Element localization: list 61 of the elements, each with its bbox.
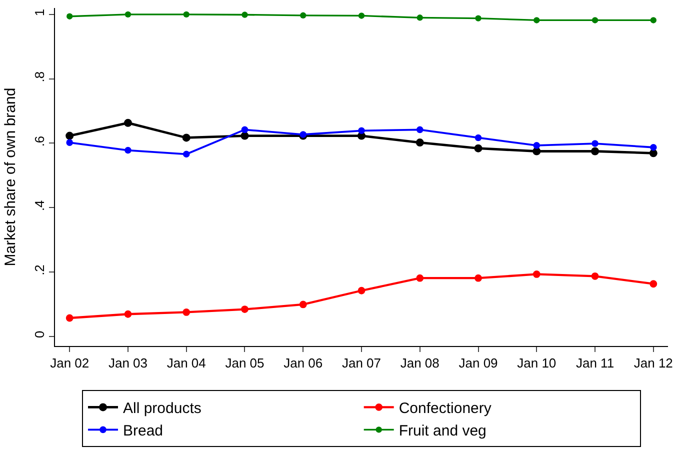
point bbox=[182, 308, 190, 316]
y-tick-label: 1 bbox=[32, 8, 47, 16]
point bbox=[534, 17, 540, 24]
point bbox=[183, 11, 190, 18]
point bbox=[66, 132, 74, 140]
point bbox=[182, 134, 190, 142]
point bbox=[66, 13, 73, 20]
point bbox=[358, 286, 366, 294]
point bbox=[650, 280, 658, 288]
x-tick-label: Jan 10 bbox=[517, 356, 556, 371]
point bbox=[416, 274, 424, 282]
x-tick-label: Jan 08 bbox=[400, 356, 440, 371]
point bbox=[591, 272, 599, 280]
point bbox=[124, 310, 132, 318]
legend-label: Bread bbox=[123, 422, 164, 440]
x-tick-label: Jan 11 bbox=[576, 356, 614, 371]
point bbox=[241, 306, 248, 313]
legend-label: All products bbox=[123, 400, 202, 418]
y-tick-label: .4 bbox=[32, 200, 47, 212]
point bbox=[475, 15, 482, 22]
x-tick-label: Jan 12 bbox=[634, 356, 673, 371]
point bbox=[592, 17, 598, 24]
point bbox=[474, 134, 482, 142]
point bbox=[416, 14, 423, 21]
x-tick-label: Jan 07 bbox=[342, 356, 382, 371]
point bbox=[532, 270, 540, 278]
point bbox=[66, 139, 73, 146]
y-tick-label: 0 bbox=[32, 330, 47, 338]
point bbox=[650, 17, 656, 24]
point bbox=[592, 140, 598, 147]
y-axis-title: Market share of own brand bbox=[2, 88, 19, 266]
y-tick-label: .8 bbox=[32, 71, 47, 82]
point bbox=[299, 300, 307, 308]
point bbox=[124, 146, 132, 154]
point bbox=[66, 314, 74, 322]
x-tick-label: Jan 04 bbox=[166, 356, 206, 371]
point bbox=[358, 12, 365, 19]
point bbox=[240, 132, 249, 140]
point bbox=[474, 144, 482, 152]
point bbox=[182, 150, 190, 158]
point bbox=[300, 12, 306, 18]
point bbox=[416, 138, 424, 147]
y-tick-label: .6 bbox=[32, 136, 47, 147]
x-tick-label: Jan 05 bbox=[225, 356, 264, 371]
x-tick-label: Jan 06 bbox=[284, 356, 323, 371]
legend-label: Confectionery bbox=[398, 400, 492, 418]
x-tick-label: Jan 03 bbox=[108, 356, 148, 371]
point bbox=[416, 126, 424, 134]
point bbox=[124, 118, 132, 127]
point bbox=[474, 274, 482, 282]
point bbox=[124, 11, 132, 18]
point bbox=[591, 147, 600, 156]
x-tick-label: Jan 09 bbox=[458, 356, 498, 371]
y-tick-label: .2 bbox=[32, 264, 47, 276]
point bbox=[533, 142, 540, 149]
point bbox=[241, 126, 248, 134]
point bbox=[650, 144, 657, 151]
point bbox=[242, 12, 248, 18]
point bbox=[358, 127, 365, 134]
legend-label: Fruit and veg bbox=[398, 422, 486, 440]
x-tick-label: Jan 02 bbox=[50, 356, 90, 371]
